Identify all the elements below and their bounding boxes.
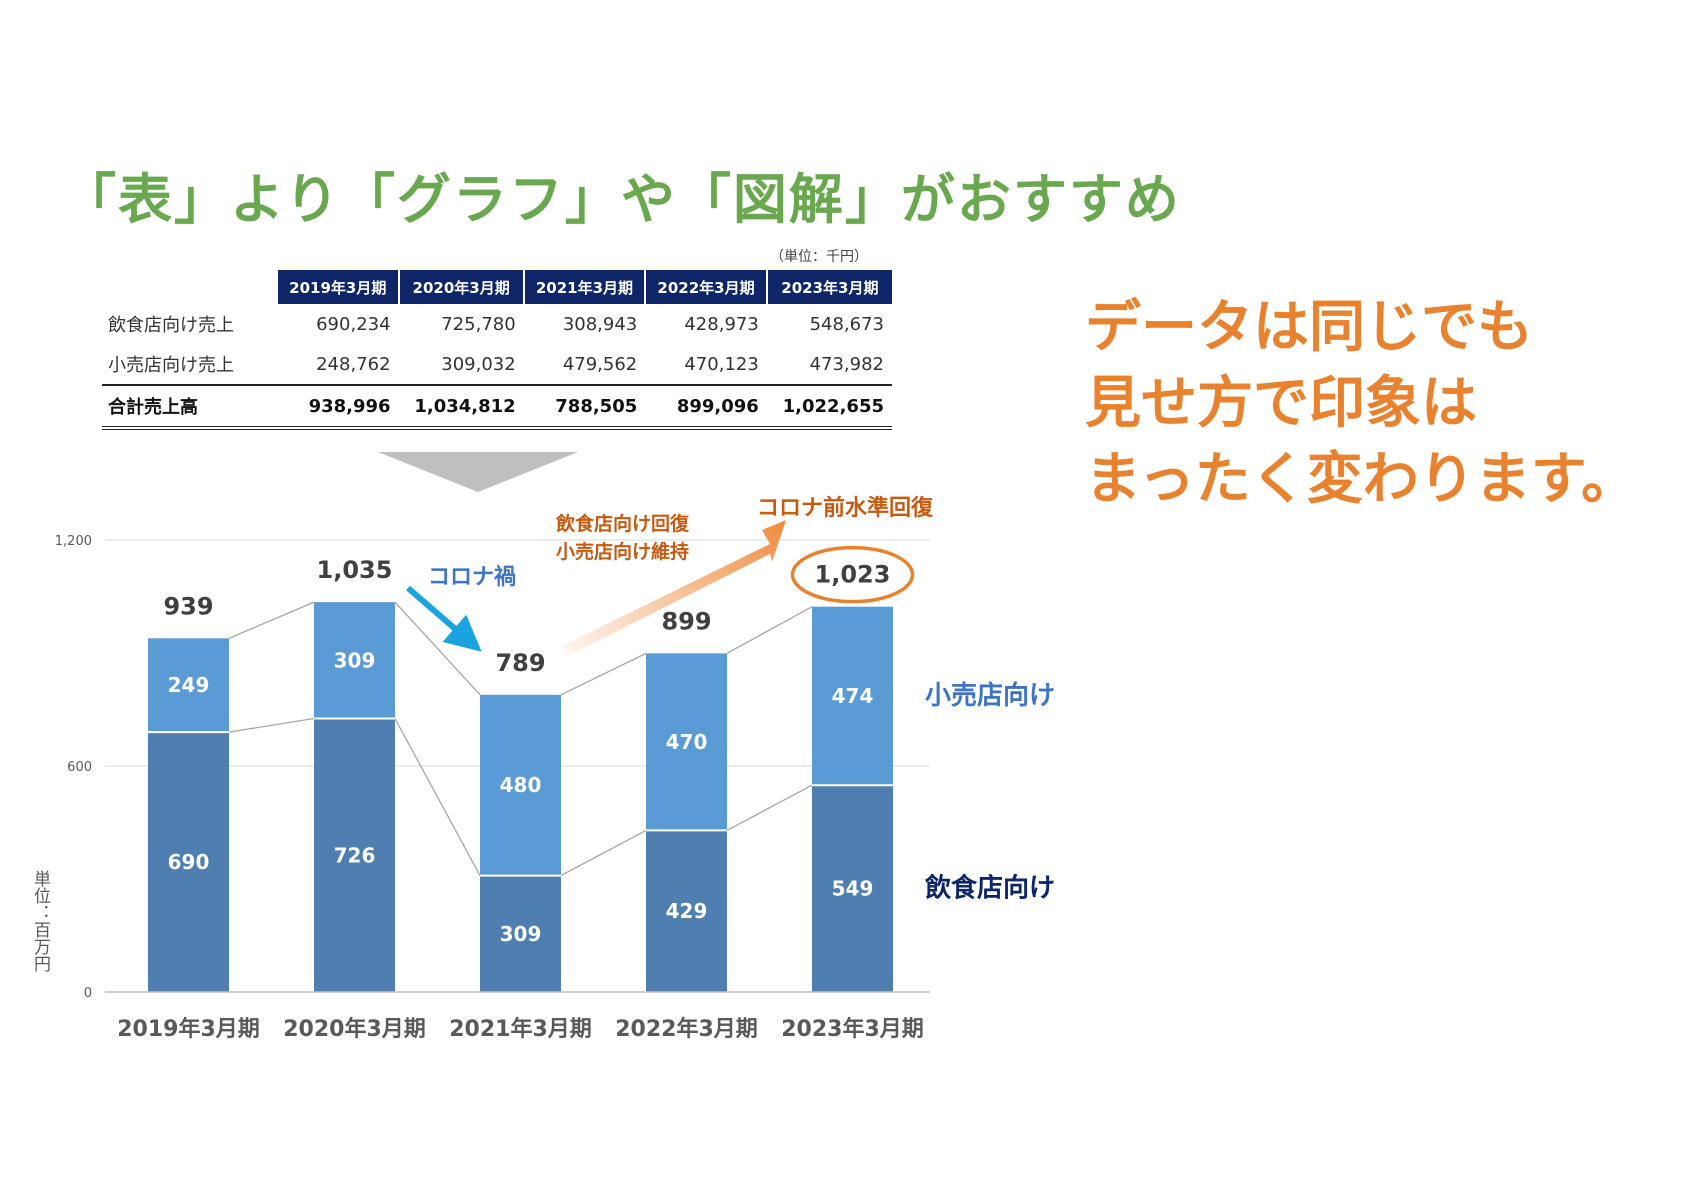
data-label-retail: 474 <box>832 684 874 708</box>
stacked-bar-chart: 0 600 1,200 単位：百万円 690 249 939 2019年3月期 726 309 1,… <box>30 452 1055 1042</box>
annotation-recovery-line1: 飲食店向け回復 <box>555 512 690 535</box>
message-line: データは同じでも <box>1085 295 1533 360</box>
total-connector <box>394 601 481 696</box>
table-cell: 309,032 <box>441 353 516 375</box>
table-cell: 308,943 <box>562 313 638 335</box>
x-tick-label: 2023年3月期 <box>781 1016 924 1042</box>
data-label-retail: 470 <box>666 730 708 754</box>
bar-food <box>480 875 561 992</box>
x-tick-label: 2022年3月期 <box>615 1016 758 1042</box>
table-cell: 788,505 <box>523 384 646 430</box>
table-cell: 899,096 <box>645 384 767 430</box>
highlight-ellipse <box>790 545 915 604</box>
table-col-header: 2020年3月期 <box>397 270 524 304</box>
y-tick-label: 1,200 <box>55 534 92 549</box>
data-label-total: 939 <box>163 592 213 620</box>
data-label-food: 309 <box>500 922 542 946</box>
data-label-retail: 309 <box>334 648 376 672</box>
bar-retail <box>812 606 893 786</box>
table-cell: 725,780 <box>441 313 516 335</box>
annotation-pre-covid: コロナ前水準回復 <box>757 495 934 521</box>
series-connector <box>228 717 315 733</box>
series-connector <box>394 718 481 876</box>
recovery-arrow-icon <box>562 520 786 656</box>
table-cell: 938,996 <box>277 384 399 430</box>
table-row-label: 合計売上高 <box>102 384 277 430</box>
data-label-retail: 480 <box>500 773 542 797</box>
bar-retail <box>148 638 229 733</box>
side-message: データは同じでも 見せ方で印象は まったく変わります。 <box>1085 290 1637 518</box>
legend-retail: 小売店向け <box>925 680 1055 711</box>
table-col-header: 2019年3月期 <box>276 270 399 304</box>
slide-title: 「表」より「グラフ」や「図解」がおすすめ <box>62 168 1181 231</box>
y-tick-label: 600 <box>67 760 92 775</box>
bar-food <box>314 718 395 992</box>
table-col-header: 2023年3月期 <box>765 270 892 304</box>
table-cell: 1,034,812 <box>398 384 524 430</box>
table-row-retail: 小売店向け売上 248,762 309,032 479,562 470,123 … <box>102 344 892 385</box>
y-tick-label: 0 <box>84 986 92 1001</box>
table-row-total: 合計売上高 938,996 1,034,812 788,505 899,096 … <box>102 384 892 430</box>
table-cell: 690,234 <box>316 313 391 335</box>
bar-food <box>148 732 229 992</box>
table-cell: 479,562 <box>562 353 638 375</box>
total-connector <box>228 601 315 639</box>
table-col-header: 2022年3月期 <box>644 270 767 304</box>
table-unit-note: （単位：千円） <box>770 249 868 265</box>
x-tick-label: 2021年3月期 <box>449 1016 592 1042</box>
annotation-recovery-line2: 小売店向け維持 <box>556 540 689 563</box>
table-header-row: 2019年3月期 2020年3月期 2021年3月期 2022年3月期 2023… <box>102 270 892 304</box>
table-row-label: 飲食店向け売上 <box>108 315 234 336</box>
bar-food <box>646 830 727 992</box>
table-cell: 1,022,655 <box>766 384 892 430</box>
bar-retail <box>480 694 561 876</box>
data-label-food: 549 <box>832 877 874 901</box>
table-cell: 548,673 <box>809 313 884 335</box>
data-label-total: 1,035 <box>317 556 393 584</box>
message-line: 見せ方で印象は <box>1085 371 1477 436</box>
table-cell: 248,762 <box>316 353 391 375</box>
data-label-food: 726 <box>334 843 376 867</box>
data-label-food: 429 <box>666 899 708 923</box>
table-row-food: 飲食店向け売上 690,234 725,780 308,943 428,973 … <box>102 304 892 344</box>
annotation-covid: コロナ禍 <box>428 565 516 590</box>
table-row-label: 小売店向け売上 <box>108 355 234 376</box>
bar-food <box>812 785 893 992</box>
table-cell: 470,123 <box>684 353 759 375</box>
table-cell: 428,973 <box>684 313 759 335</box>
total-connector <box>560 652 647 696</box>
legend-food: 飲食店向け <box>924 873 1055 904</box>
bar-retail <box>646 653 727 831</box>
transition-arrow-icon <box>378 452 578 492</box>
data-label-total: 1,023 <box>815 561 891 589</box>
total-connector <box>726 606 813 654</box>
bar-retail <box>314 602 395 719</box>
table-col-header: 2021年3月期 <box>522 270 646 304</box>
message-line: まったく変わります。 <box>1085 447 1638 512</box>
table-corner-cell <box>102 270 277 304</box>
series-connector <box>560 829 647 877</box>
data-label-total: 899 <box>661 607 711 635</box>
x-tick-label: 2020年3月期 <box>283 1016 426 1042</box>
covid-arrow-icon <box>406 585 482 652</box>
sales-table: 2019年3月期 2020年3月期 2021年3月期 2022年3月期 2023… <box>102 270 892 430</box>
y-axis-title: 単位：百万円 <box>30 870 51 973</box>
data-label-food: 690 <box>168 850 210 874</box>
data-label-total: 789 <box>495 649 545 677</box>
data-label-retail: 249 <box>168 673 210 697</box>
series-connector <box>726 784 813 831</box>
table-cell: 473,982 <box>809 353 884 375</box>
x-tick-label: 2019年3月期 <box>117 1016 260 1042</box>
